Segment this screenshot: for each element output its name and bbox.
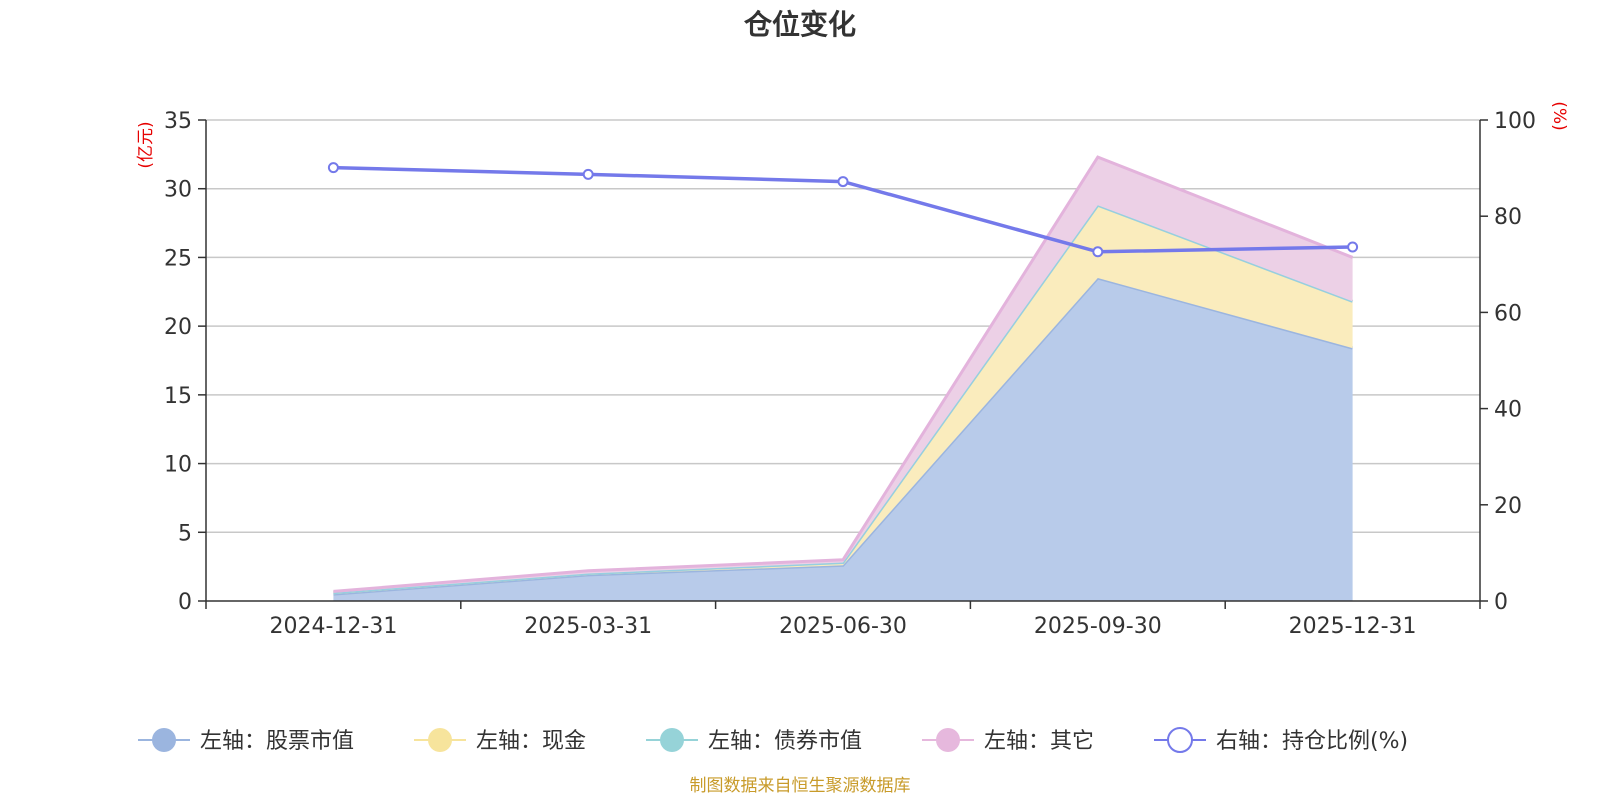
legend-item: 左轴：股票市值 xyxy=(138,728,354,754)
position-ratio-line xyxy=(327,162,1359,258)
legend-marker xyxy=(1167,727,1193,753)
x-tick-label: 2025-12-31 xyxy=(1289,614,1417,639)
legend-label: 右轴：持仓比例(%) xyxy=(1216,729,1408,754)
ratio-point xyxy=(582,168,594,180)
legend-item: 左轴：其它 xyxy=(922,728,1094,754)
stacked-areas xyxy=(333,155,1354,601)
left-axis-unit: (亿元) xyxy=(136,121,156,168)
area-edge-左轴：其它 xyxy=(333,155,1354,593)
ratio-point xyxy=(327,162,339,174)
legend-label: 左轴：其它 xyxy=(984,729,1094,754)
left-tick-label: 20 xyxy=(164,315,192,340)
left-tick-label: 15 xyxy=(164,384,192,409)
right-tick-label: 60 xyxy=(1494,301,1522,326)
right-tick-label: 80 xyxy=(1494,205,1522,230)
ratio-point xyxy=(1347,241,1359,253)
left-tick-label: 10 xyxy=(164,453,192,478)
left-tick-label: 30 xyxy=(164,178,192,203)
legend-item: 右轴：持仓比例(%) xyxy=(1154,727,1408,754)
right-tick-label: 0 xyxy=(1494,590,1508,615)
ratio-point xyxy=(837,176,849,188)
legend-marker xyxy=(152,728,176,752)
area-左轴：股票市值 xyxy=(333,278,1353,601)
right-tick-label: 40 xyxy=(1494,398,1522,423)
axes: 0 5 10 15 20 25 30 35 0 20 40 60 80 100 2024-12-31 2025… xyxy=(164,109,1536,639)
ratio-point xyxy=(1092,246,1104,258)
left-tick-label: 5 xyxy=(178,521,192,546)
x-tick-label: 2025-09-30 xyxy=(1034,614,1162,639)
legend-marker xyxy=(936,728,960,752)
legend-marker xyxy=(660,728,684,752)
right-tick-label: 100 xyxy=(1494,109,1536,134)
legend-label: 左轴：股票市值 xyxy=(200,729,354,754)
legend: 左轴：股票市值 左轴：现金 左轴：债券市值 左轴：其它 右轴：持仓比例(%) xyxy=(138,727,1408,754)
left-tick-label: 35 xyxy=(164,109,192,134)
x-tick-label: 2025-03-31 xyxy=(524,614,652,639)
right-axis-unit: (%) xyxy=(1549,101,1569,130)
x-tick-label: 2024-12-31 xyxy=(269,614,397,639)
x-tick-label: 2025-06-30 xyxy=(779,614,907,639)
grid-lines xyxy=(206,119,1480,534)
left-tick-label: 25 xyxy=(164,246,192,271)
data-source-note: 制图数据来自恒生聚源数据库 xyxy=(690,776,911,796)
legend-marker xyxy=(428,728,452,752)
right-tick-label: 20 xyxy=(1494,494,1522,519)
left-tick-label: 0 xyxy=(178,590,192,615)
legend-item: 左轴：债券市值 xyxy=(646,728,862,754)
legend-label: 左轴：债券市值 xyxy=(708,729,862,754)
chart-title: 仓位变化 xyxy=(744,8,856,41)
legend-label: 左轴：现金 xyxy=(476,729,586,754)
legend-item: 左轴：现金 xyxy=(414,728,586,754)
